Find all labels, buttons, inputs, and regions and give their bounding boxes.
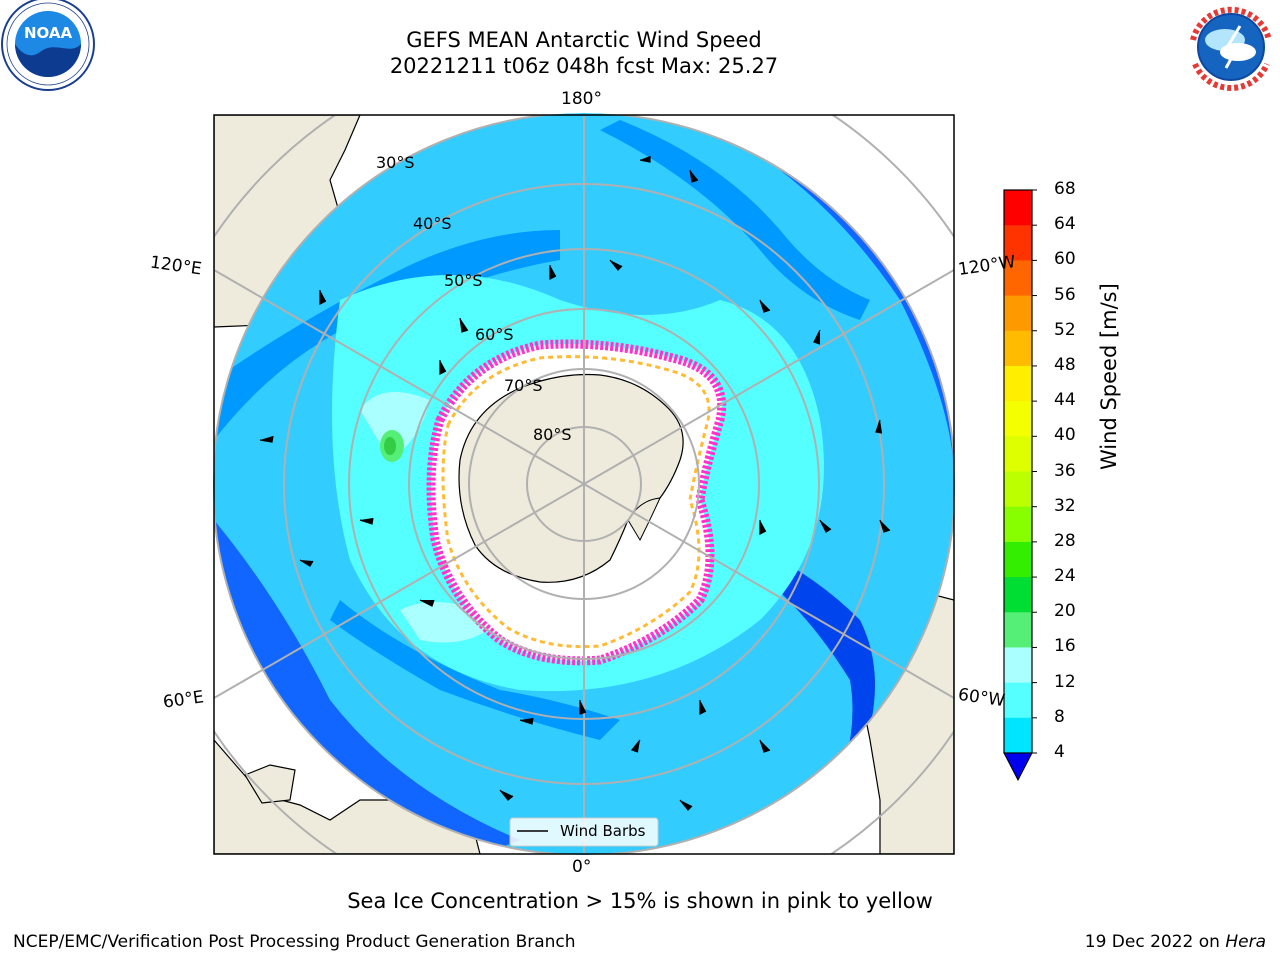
lat-label-60s: 60°S — [475, 325, 514, 344]
colorbar-segment — [1004, 612, 1032, 648]
colorbar-segment — [1004, 506, 1032, 543]
lat-label-80s: 80°S — [533, 425, 572, 444]
footer-credit: NCEP/EMC/Verification Post Processing Pr… — [13, 932, 576, 952]
colorbar-tick-label: 24 — [1054, 566, 1076, 587]
map-frame — [213, 114, 955, 855]
colorbar-tick-label: 36 — [1054, 460, 1076, 481]
chart-title: GEFS MEAN Antarctic Wind Speed — [406, 28, 762, 52]
wind-barbs — [259, 156, 891, 811]
legend-box — [509, 817, 659, 847]
colorbar-tick-label: 12 — [1054, 671, 1076, 692]
colorbar-tick-label: 32 — [1054, 495, 1076, 516]
sea-ice-note: Sea Ice Concentration > 15% is shown in … — [347, 889, 933, 913]
colorbar-tick-label: 52 — [1054, 319, 1076, 340]
colorbar-segment — [1004, 365, 1032, 402]
colorbar-tick-label: 48 — [1054, 354, 1076, 375]
lon-label-top: 180° — [561, 89, 602, 109]
colorbar-tick-label: 60 — [1054, 249, 1076, 270]
footer-host: Hera — [1225, 932, 1266, 952]
colorbar-tick-label: 8 — [1054, 706, 1065, 727]
colorbar-segment — [1004, 401, 1032, 437]
nws-logo — [1183, 0, 1279, 95]
colorbar-segment — [1004, 717, 1032, 754]
colorbar-tick-label: 16 — [1054, 636, 1076, 657]
lat-label-40s: 40°S — [413, 214, 452, 233]
colorbar-segment — [1004, 647, 1032, 684]
svg-text:NOAA: NOAA — [24, 24, 73, 42]
legend-label: Wind Barbs — [560, 822, 646, 840]
colorbar-tick-label: 44 — [1054, 390, 1076, 411]
colorbar-segment — [1004, 330, 1032, 367]
colorbar-segment — [1004, 541, 1032, 578]
colorbar-segment — [1004, 225, 1032, 261]
colorbar-tick-label: 56 — [1054, 284, 1076, 305]
colorbar-segment — [1004, 295, 1032, 332]
colorbar-tick-label: 68 — [1054, 179, 1076, 199]
colorbar-segment — [1004, 682, 1032, 719]
noaa-logo: NOAA — [1, 0, 95, 91]
lat-label-70s: 70°S — [504, 376, 543, 395]
graticule — [214, 115, 954, 854]
colorbar-segment — [1004, 436, 1032, 472]
lat-label-30s: 30°S — [376, 153, 415, 172]
colorbar-tick-label: 28 — [1054, 530, 1076, 551]
lon-label-bottom: 0° — [572, 857, 592, 877]
colorbar-tick-label: 40 — [1054, 425, 1076, 446]
footer-date: 19 Dec 2022 on Hera — [1085, 932, 1266, 952]
chart-subtitle: 20221211 t06z 048h fcst Max: 25.27 — [389, 54, 779, 78]
colorbar-segment — [1004, 577, 1032, 613]
footer-date-text: 19 Dec 2022 on — [1084, 932, 1226, 952]
colorbar-tick-label: 20 — [1054, 601, 1076, 622]
colorbar-tick-label: 4 — [1054, 742, 1065, 762]
colorbar-segment — [1004, 260, 1032, 297]
colorbar-label: Wind Speed [m/s] — [1097, 283, 1121, 470]
colorbar-tick-label: 64 — [1054, 214, 1076, 235]
lat-label-50s: 50°S — [444, 271, 483, 290]
colorbar-segment — [1004, 190, 1032, 226]
colorbar-under-triangle — [1003, 752, 1033, 782]
colorbar-segment — [1004, 471, 1032, 508]
colorbar — [1003, 189, 1037, 782]
